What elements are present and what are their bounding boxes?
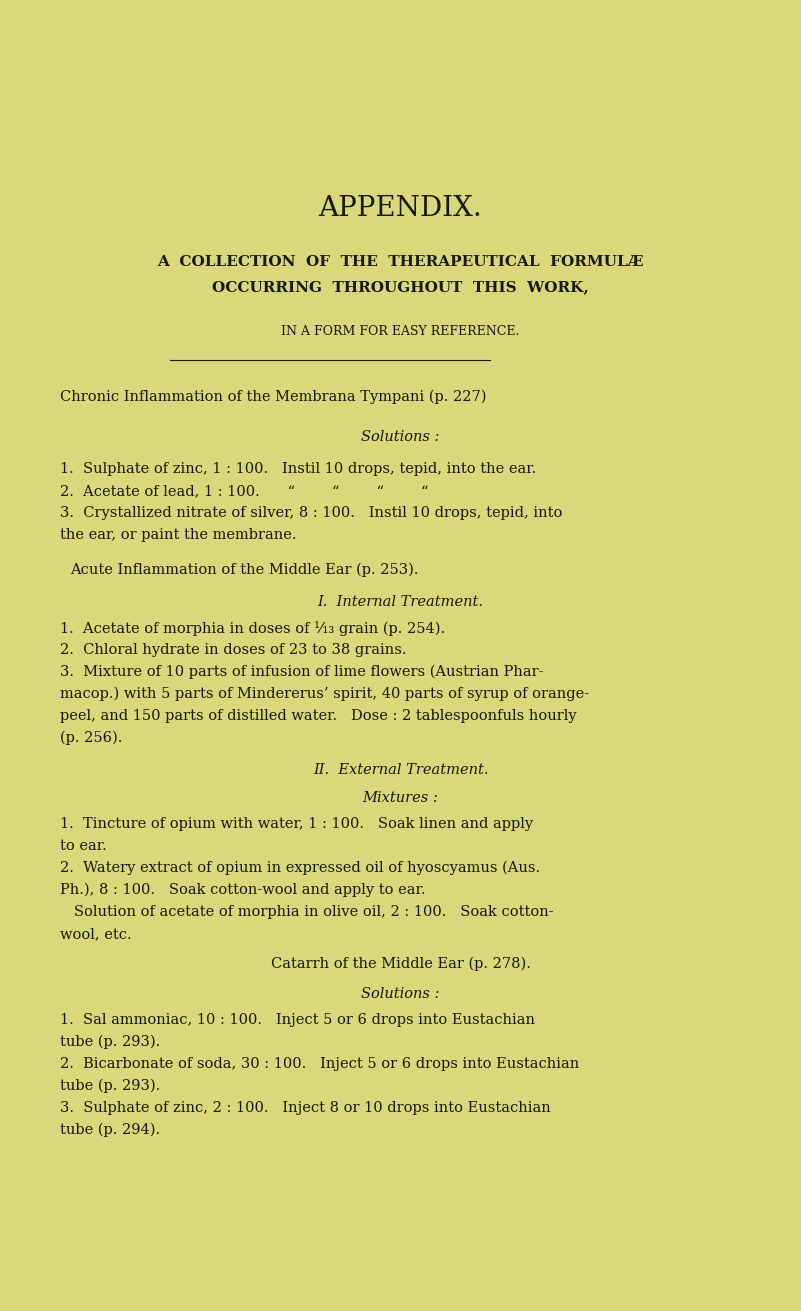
Text: wool, etc.: wool, etc. (60, 927, 131, 941)
Text: the ear, or paint the membrane.: the ear, or paint the membrane. (60, 528, 296, 541)
Text: II.  External Treatment.: II. External Treatment. (312, 763, 489, 777)
Text: 3.  Sulphate of zinc, 2 : 100.   Inject 8 or 10 drops into Eustachian: 3. Sulphate of zinc, 2 : 100. Inject 8 o… (60, 1101, 551, 1114)
Text: 1.  Tincture of opium with water, 1 : 100.   Soak linen and apply: 1. Tincture of opium with water, 1 : 100… (60, 817, 533, 831)
Text: (p. 256).: (p. 256). (60, 732, 123, 746)
Text: 2.  Bicarbonate of soda, 30 : 100.   Inject 5 or 6 drops into Eustachian: 2. Bicarbonate of soda, 30 : 100. Inject… (60, 1057, 579, 1071)
Text: tube (p. 294).: tube (p. 294). (60, 1124, 160, 1138)
Text: APPENDIX.: APPENDIX. (319, 195, 482, 222)
Text: I.  Internal Treatment.: I. Internal Treatment. (317, 595, 484, 610)
Text: Solutions :: Solutions : (361, 430, 440, 444)
Text: macop.) with 5 parts of Mindererus’ spirit, 40 parts of syrup of orange-: macop.) with 5 parts of Mindererus’ spir… (60, 687, 589, 701)
Text: Acute Inflammation of the Middle Ear (p. 253).: Acute Inflammation of the Middle Ear (p.… (70, 562, 418, 577)
Text: 3.  Crystallized nitrate of silver, 8 : 100.   Instil 10 drops, tepid, into: 3. Crystallized nitrate of silver, 8 : 1… (60, 506, 562, 520)
Text: 3.  Mixture of 10 parts of infusion of lime flowers (Austrian Phar-: 3. Mixture of 10 parts of infusion of li… (60, 665, 544, 679)
Text: 2.  Watery extract of opium in expressed oil of hyoscyamus (Aus.: 2. Watery extract of opium in expressed … (60, 861, 540, 876)
Text: Solutions :: Solutions : (361, 987, 440, 1002)
Text: tube (p. 293).: tube (p. 293). (60, 1034, 160, 1049)
Text: Ph.), 8 : 100.   Soak cotton-wool and apply to ear.: Ph.), 8 : 100. Soak cotton-wool and appl… (60, 884, 425, 898)
Text: to ear.: to ear. (60, 839, 107, 853)
Text: OCCURRING  THROUGHOUT  THIS  WORK,: OCCURRING THROUGHOUT THIS WORK, (212, 281, 589, 294)
Text: 2.  Chloral hydrate in doses of 23 to 38 grains.: 2. Chloral hydrate in doses of 23 to 38 … (60, 642, 406, 657)
Text: Chronic Inflammation of the Membrana Tympani (p. 227): Chronic Inflammation of the Membrana Tym… (60, 389, 486, 404)
Text: tube (p. 293).: tube (p. 293). (60, 1079, 160, 1093)
Text: IN A FORM FOR EASY REFERENCE.: IN A FORM FOR EASY REFERENCE. (281, 325, 520, 338)
Text: 2.  Acetate of lead, 1 : 100.      “        “        “        “: 2. Acetate of lead, 1 : 100. “ “ “ “ (60, 484, 429, 498)
Text: Catarrh of the Middle Ear (p. 278).: Catarrh of the Middle Ear (p. 278). (271, 957, 530, 971)
Text: 1.  Sulphate of zinc, 1 : 100.   Instil 10 drops, tepid, into the ear.: 1. Sulphate of zinc, 1 : 100. Instil 10 … (60, 461, 536, 476)
Text: 1.  Acetate of morphia in doses of ¹⁄₁₃ grain (p. 254).: 1. Acetate of morphia in doses of ¹⁄₁₃ g… (60, 621, 445, 636)
Text: Mixtures :: Mixtures : (363, 791, 438, 805)
Text: 1.  Sal ammoniac, 10 : 100.   Inject 5 or 6 drops into Eustachian: 1. Sal ammoniac, 10 : 100. Inject 5 or 6… (60, 1013, 535, 1027)
Text: peel, and 150 parts of distilled water.   Dose : 2 tablespoonfuls hourly: peel, and 150 parts of distilled water. … (60, 709, 577, 722)
Text: A  COLLECTION  OF  THE  THERAPEUTICAL  FORMULÆ: A COLLECTION OF THE THERAPEUTICAL FORMUL… (157, 256, 644, 269)
Text: Solution of acetate of morphia in olive oil, 2 : 100.   Soak cotton-: Solution of acetate of morphia in olive … (60, 905, 553, 919)
